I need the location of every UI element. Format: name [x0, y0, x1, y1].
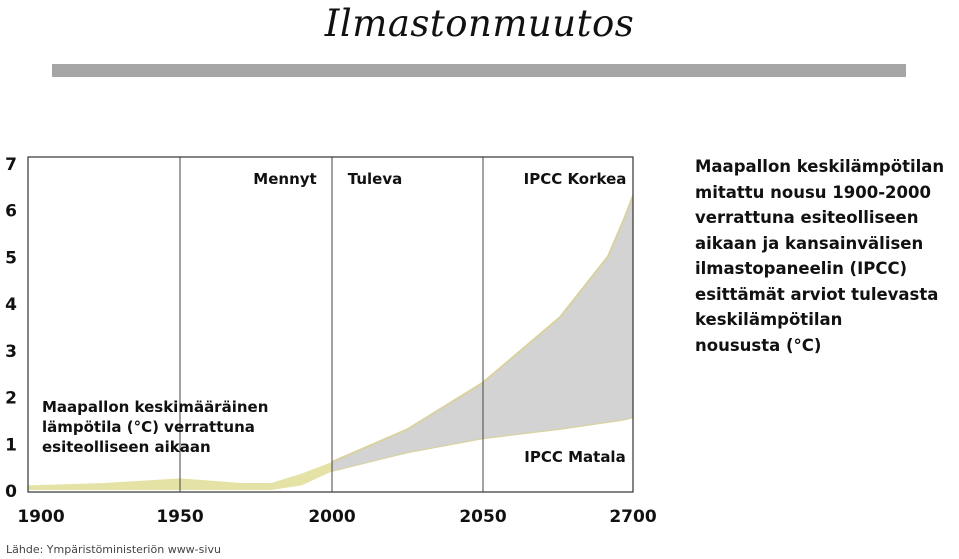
- period-dividers: [179, 157, 484, 492]
- y-axis-tick-labels: 0 1 2 3 4 5 6 7: [5, 155, 17, 502]
- y-tick-label: 7: [5, 155, 17, 175]
- y-tick-label: 5: [5, 248, 17, 268]
- period-label: Mennyt: [253, 170, 316, 188]
- description-line: mitattu nousu 1900-2000: [695, 182, 931, 202]
- description-line: verrattuna esiteolliseen: [695, 208, 919, 227]
- period-label: Tuleva: [348, 170, 402, 188]
- annotation-line: Maapallon keskimääräinen: [42, 398, 268, 416]
- series-area-1: [332, 195, 633, 472]
- temperature-chart: 0 1 2 3 4 5 6 7 1900 1950 2000 2050 2700 Mennyt Tule…: [5, 155, 657, 527]
- source-note: Lähde: Ympäristöministeriön www-sivu: [6, 543, 221, 556]
- description-line: ilmastopaneelin (IPCC): [695, 259, 908, 278]
- description-line: keskilämpötilan: [695, 310, 843, 329]
- annotation-line: lämpötila (°C) verrattuna: [42, 418, 255, 436]
- description-line: nousu­sta (°C): [695, 335, 822, 355]
- description-line: esittämät arviot tulevasta: [695, 284, 939, 304]
- x-tick-label: 2050: [459, 507, 506, 527]
- upper-edge-line: [331, 195, 634, 463]
- plot-frame: [27, 156, 634, 493]
- x-tick-label: 2000: [308, 507, 355, 527]
- chart-description: Maapallon keskilämpötilan mitattu nousu 1…: [695, 154, 957, 358]
- series-area-0: [28, 461, 332, 490]
- x-tick-label: 1950: [156, 507, 203, 527]
- y-tick-label: 3: [5, 342, 17, 362]
- area-layer: [28, 195, 634, 490]
- page-title: Ilmastonmuutos: [324, 2, 635, 45]
- y-tick-label: 1: [5, 435, 17, 455]
- description-line: aikaan ja kansainvälisen: [695, 233, 924, 253]
- description-line: Maapallon keskilämpötilan: [695, 157, 945, 176]
- lower-edge-line: [331, 417, 634, 472]
- annotation-line: esiteolliseen aikaan: [42, 438, 211, 456]
- chart-labels: Mennyt Tuleva IPCC Korkea IPCC Matala Maapal…: [42, 170, 626, 466]
- ipcc-low-label: IPCC Matala: [524, 448, 625, 466]
- y-tick-label: 4: [5, 295, 17, 315]
- x-tick-label: 2700: [609, 507, 656, 527]
- x-tick-label: 1900: [17, 507, 64, 527]
- y-tick-label: 6: [5, 202, 17, 222]
- x-axis-tick-labels: 1900 1950 2000 2050 2700: [17, 507, 656, 527]
- title-underline-bar: [52, 64, 906, 77]
- y-tick-label: 0: [5, 482, 17, 502]
- y-tick-label: 2: [5, 389, 17, 409]
- period-label: IPCC Korkea: [524, 170, 627, 188]
